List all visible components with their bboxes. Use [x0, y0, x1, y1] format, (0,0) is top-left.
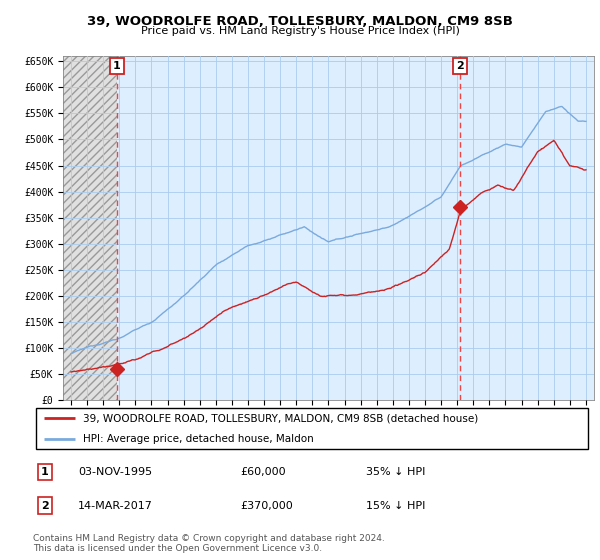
- Text: 1: 1: [41, 467, 49, 477]
- Text: 2: 2: [41, 501, 49, 511]
- Text: 2: 2: [457, 61, 464, 71]
- Text: 39, WOODROLFE ROAD, TOLLESBURY, MALDON, CM9 8SB (detached house): 39, WOODROLFE ROAD, TOLLESBURY, MALDON, …: [83, 413, 478, 423]
- Text: Price paid vs. HM Land Registry's House Price Index (HPI): Price paid vs. HM Land Registry's House …: [140, 26, 460, 36]
- Text: 39, WOODROLFE ROAD, TOLLESBURY, MALDON, CM9 8SB: 39, WOODROLFE ROAD, TOLLESBURY, MALDON, …: [87, 15, 513, 28]
- Text: £370,000: £370,000: [240, 501, 293, 511]
- Text: 1: 1: [113, 61, 121, 71]
- Text: HPI: Average price, detached house, Maldon: HPI: Average price, detached house, Mald…: [83, 433, 314, 444]
- Text: Contains HM Land Registry data © Crown copyright and database right 2024.
This d: Contains HM Land Registry data © Crown c…: [33, 534, 385, 553]
- Text: 03-NOV-1995: 03-NOV-1995: [78, 467, 152, 477]
- Text: 14-MAR-2017: 14-MAR-2017: [78, 501, 153, 511]
- Text: 15% ↓ HPI: 15% ↓ HPI: [366, 501, 425, 511]
- Bar: [63, 56, 117, 400]
- FancyBboxPatch shape: [36, 408, 588, 449]
- Text: £60,000: £60,000: [240, 467, 286, 477]
- Text: 35% ↓ HPI: 35% ↓ HPI: [366, 467, 425, 477]
